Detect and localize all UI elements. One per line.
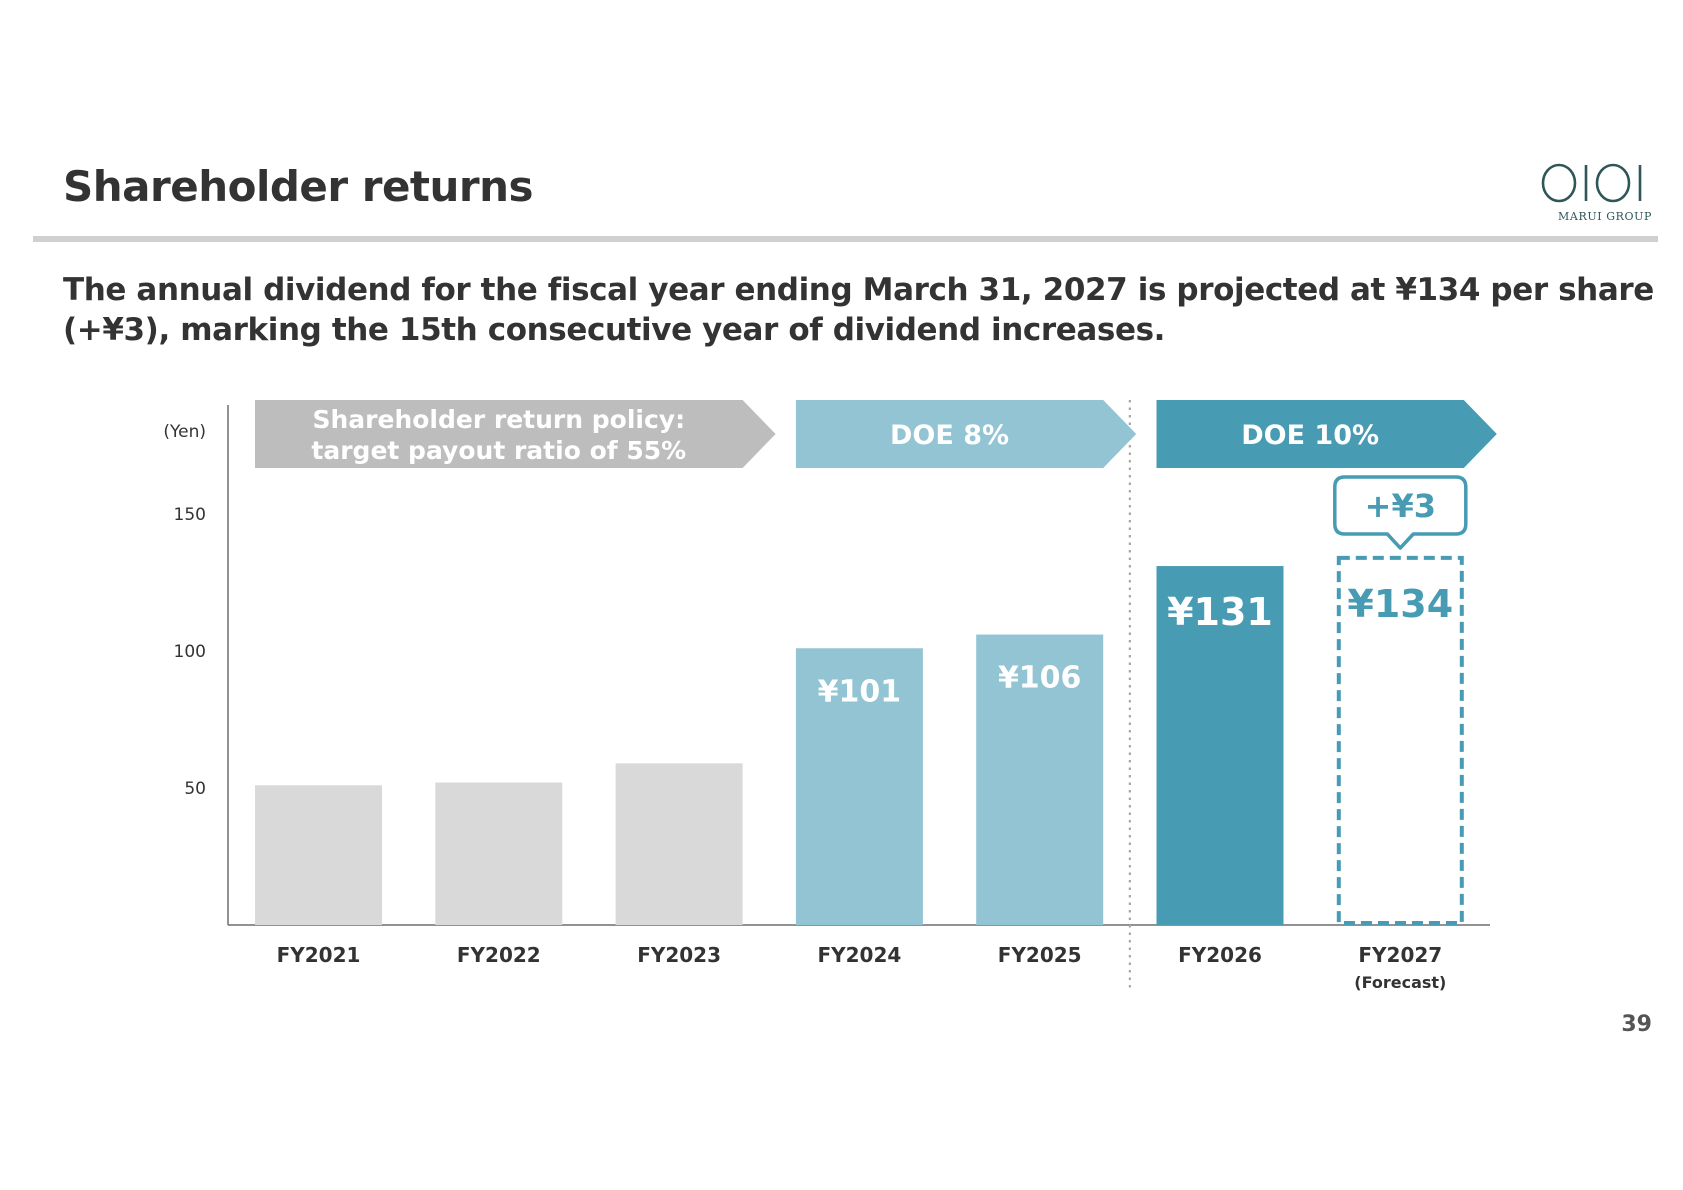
x-tick-label: FY2027 <box>1358 943 1442 967</box>
bar-value-label: ¥131 <box>1167 590 1273 634</box>
bar-value-label: ¥106 <box>998 661 1082 696</box>
bar-value-label: ¥134 <box>1347 582 1453 626</box>
bar-forecast <box>1336 555 1464 926</box>
oioi-logo-icon <box>1541 163 1642 203</box>
page-title: Shareholder returns <box>63 162 534 211</box>
bar <box>795 648 923 925</box>
y-axis-unit-label: (Yen) <box>163 422 206 442</box>
policy-band-arrow <box>255 400 776 468</box>
callout-label: +¥3 <box>1365 487 1436 525</box>
headline: The annual dividend for the fiscal year … <box>63 272 1654 348</box>
marui-group-logo: MARUI GROUP <box>1540 160 1658 226</box>
logo-wordmark: MARUI GROUP <box>1558 210 1652 223</box>
callout-bubble <box>1333 475 1468 550</box>
policy-band-arrow <box>795 400 1137 468</box>
x-tick-label: FY2024 <box>817 943 901 967</box>
policy-band-label: Shareholder return policy: <box>313 405 686 434</box>
y-tick-label: 50 <box>184 779 206 799</box>
bar <box>615 763 743 925</box>
policy-band-label: DOE 8% <box>890 420 1009 451</box>
x-tick-sublabel: (Forecast) <box>1354 973 1446 992</box>
page-number: 39 <box>1621 1012 1652 1037</box>
bar <box>976 634 1104 925</box>
policy-band-label: DOE 10% <box>1241 420 1379 451</box>
y-tick-label: 100 <box>174 642 206 662</box>
bar <box>435 782 563 925</box>
bar-value-label: ¥101 <box>818 674 902 709</box>
x-tick-label: FY2022 <box>457 943 541 967</box>
bar <box>1156 566 1284 925</box>
x-tick-label: FY2021 <box>277 943 361 967</box>
x-tick-label: FY2025 <box>998 943 1082 967</box>
bar <box>255 785 382 925</box>
x-tick-label: FY2023 <box>637 943 721 967</box>
title-divider <box>33 236 1658 242</box>
policy-band-arrow <box>1156 400 1497 468</box>
policy-band-label: target payout ratio of 55% <box>311 436 686 465</box>
y-tick-label: 150 <box>174 505 206 525</box>
x-tick-label: FY2026 <box>1178 943 1262 967</box>
